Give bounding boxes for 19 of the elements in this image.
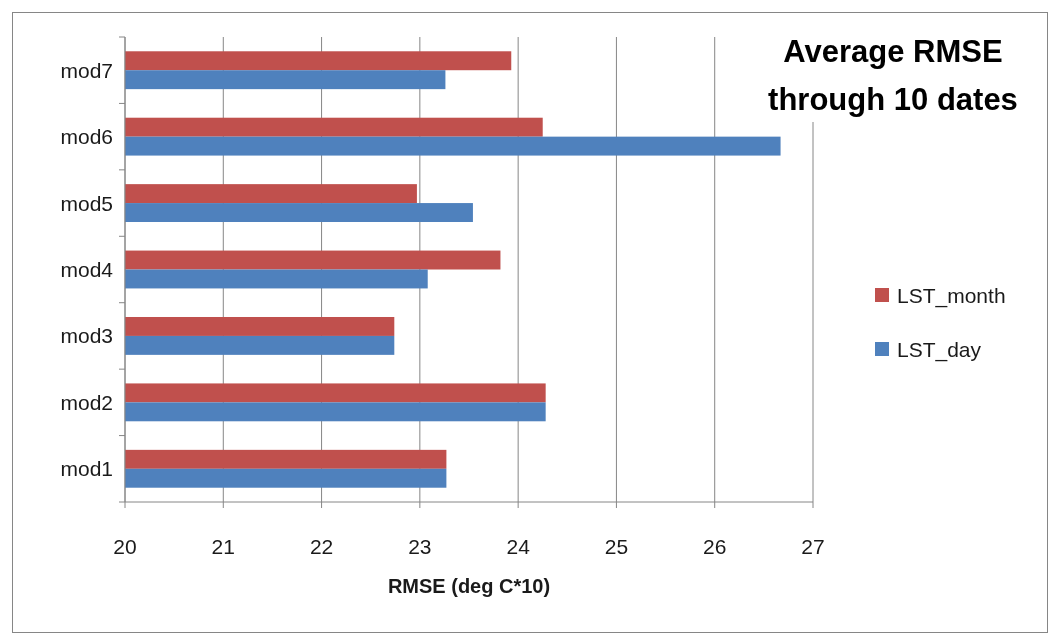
text: Average RMSE through 10 dates <box>768 34 1018 117</box>
legend-label: LST_day <box>897 337 982 362</box>
y-tick-label: mod6 <box>60 125 113 149</box>
y-tick-label: mod1 <box>60 457 113 481</box>
y-tick-label: mod4 <box>60 258 114 281</box>
x-tick-label: 26 <box>703 534 727 558</box>
y-tick-label: mod5 <box>60 191 113 215</box>
legend-label: LST_month <box>897 283 1006 308</box>
x-tick-label: 27 <box>801 534 825 558</box>
y-tick-label: mod2 <box>60 390 113 414</box>
x-tick-label: 22 <box>309 534 334 558</box>
x-tick-label: 21 <box>211 534 235 558</box>
x-tick-label: 25 <box>604 534 629 558</box>
y-tick-label: mod7 <box>60 58 113 82</box>
x-axis-title: RMSE (deg C*10) <box>387 575 551 597</box>
x-tick-label: 20 <box>113 534 137 558</box>
y-tick-label: mod3 <box>60 324 113 348</box>
x-tick-label: 23 <box>408 534 432 558</box>
x-tick-label: 24 <box>506 534 531 558</box>
